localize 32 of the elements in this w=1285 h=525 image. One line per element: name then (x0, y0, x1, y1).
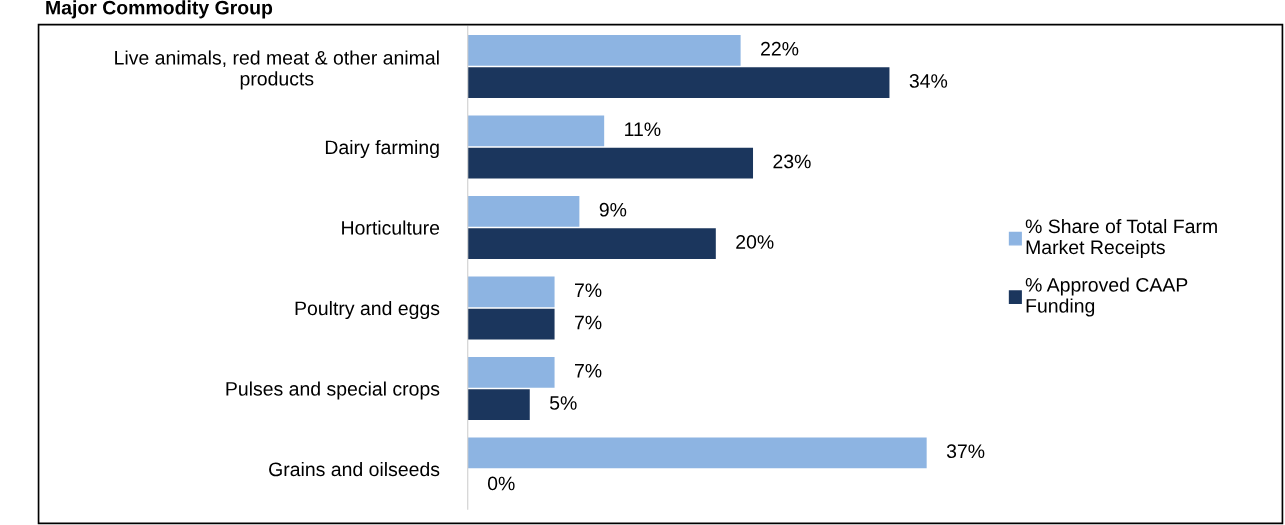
data-label: 0% (487, 476, 515, 491)
data-label: 23% (773, 154, 811, 169)
legend-label: % Approved CAAP Funding (1025, 277, 1188, 317)
legend-label: % Share of Total Farm Market Receipts (1025, 218, 1217, 259)
bar (467, 276, 555, 308)
bar (467, 67, 890, 98)
data-label: 5% (549, 396, 577, 410)
data-label: 7% (575, 283, 602, 298)
data-label: 11% (625, 122, 661, 137)
data-label: 22% (761, 41, 799, 56)
y-tick-label: Grains and oilseeds (269, 461, 440, 477)
bar (467, 437, 927, 469)
bar (467, 357, 555, 388)
y-tick-label: Dairy farming (325, 139, 439, 159)
bar (467, 115, 605, 147)
data-label: 9% (599, 202, 627, 217)
bar (467, 196, 580, 227)
y-tick-label: Live animals, red meat & other animal products (115, 50, 439, 90)
y-tick-label: Pulses and special crops (226, 381, 440, 400)
data-label: 37% (946, 444, 985, 459)
bar (467, 35, 741, 66)
data-label: 7% (575, 315, 602, 330)
bar (467, 308, 555, 340)
bar (467, 389, 530, 420)
bar (467, 147, 754, 179)
text: Major Commodity Group (46, 0, 273, 19)
data-label: 7% (575, 363, 602, 378)
y-tick-label: Poultry and eggs (295, 300, 440, 320)
data-label: 20% (736, 235, 774, 249)
data-label: 34% (909, 74, 948, 88)
y-tick-label: Horticulture (342, 220, 440, 235)
bar (467, 228, 716, 259)
